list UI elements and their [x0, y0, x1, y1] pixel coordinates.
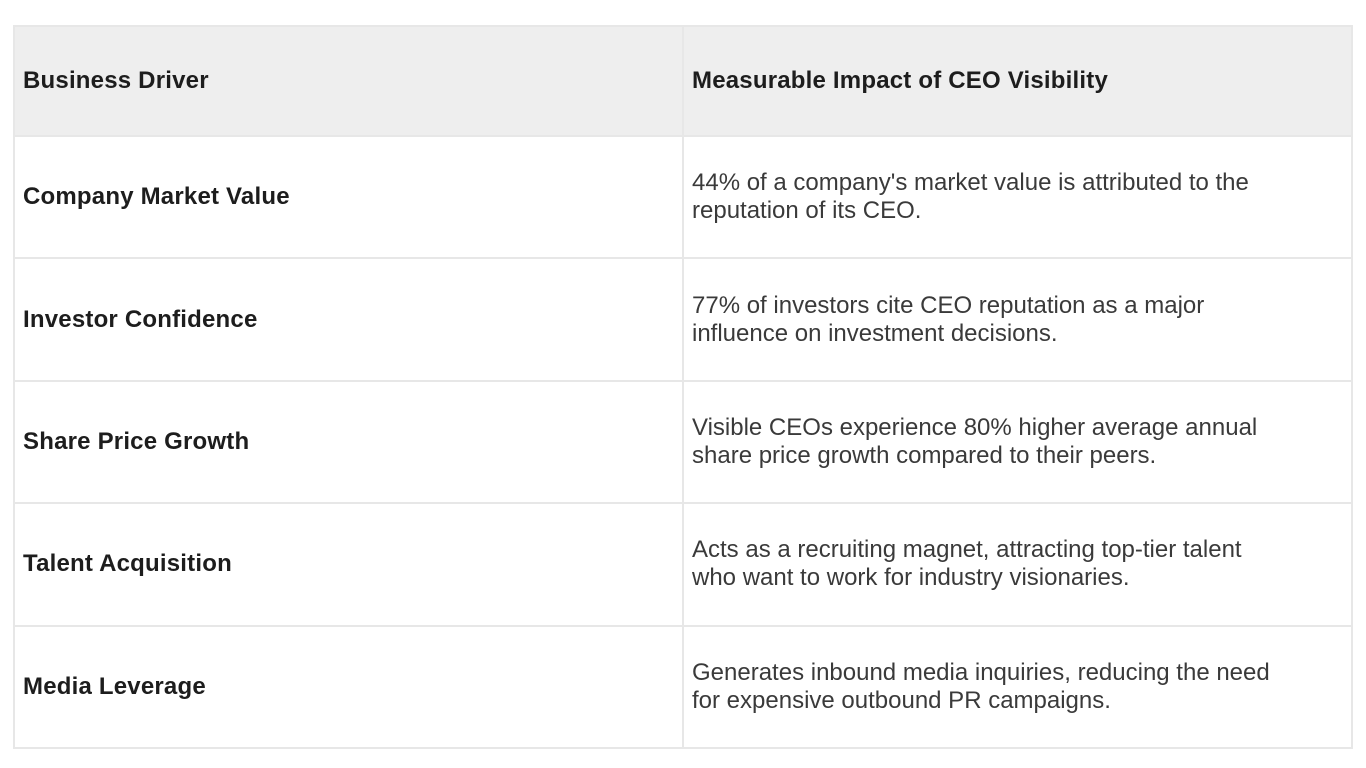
impact-cell: 77% of investors cite CEO reputation as … — [684, 259, 1351, 380]
table-row-company-market-value: Company Market Value 44% of a company's … — [15, 137, 1351, 258]
table-row-investor-confidence: Investor Confidence 77% of investors cit… — [15, 259, 1351, 380]
driver-label: Investor Confidence — [23, 305, 258, 333]
impact-cell: Generates inbound media inquiries, reduc… — [684, 626, 1351, 748]
driver-cell: Talent Acquisition — [15, 504, 682, 625]
header-cell-impact: Measurable Impact of CEO Visibility — [684, 27, 1351, 135]
header-label-impact: Measurable Impact of CEO Visibility — [692, 67, 1109, 94]
table-row-share-price-growth: Share Price Growth Visible CEOs experien… — [15, 381, 1351, 503]
impact-cell: Visible CEOs experience 80% higher avera… — [684, 381, 1351, 503]
impact-cell: 44% of a company's market value is attri… — [684, 137, 1351, 258]
impact-text: Acts as a recruiting magnet, attracting … — [692, 536, 1242, 592]
header-label-business-driver: Business Driver — [23, 67, 209, 94]
driver-cell: Share Price Growth — [15, 381, 682, 503]
driver-label: Share Price Growth — [23, 428, 250, 456]
table-row-media-leverage: Media Leverage Generates inbound media i… — [15, 626, 1351, 748]
impact-text: Visible CEOs experience 80% higher avera… — [692, 414, 1258, 470]
driver-cell: Company Market Value — [15, 137, 682, 258]
driver-label: Media Leverage — [23, 672, 206, 700]
table-row-talent-acquisition: Talent Acquisition Acts as a recruiting … — [15, 504, 1351, 625]
impact-text: Generates inbound media inquiries, reduc… — [692, 658, 1270, 714]
table-header-row: Business Driver Measurable Impact of CEO… — [15, 27, 1351, 135]
driver-cell: Media Leverage — [15, 626, 682, 748]
driver-label: Company Market Value — [23, 183, 290, 211]
impact-cell: Acts as a recruiting magnet, attracting … — [684, 504, 1351, 625]
driver-cell: Investor Confidence — [15, 259, 682, 380]
ceo-visibility-table: Business Driver Measurable Impact of CEO… — [13, 25, 1353, 749]
header-cell-business-driver: Business Driver — [15, 27, 682, 135]
driver-label: Talent Acquisition — [23, 550, 232, 578]
impact-text: 44% of a company's market value is attri… — [692, 169, 1249, 225]
impact-text: 77% of investors cite CEO reputation as … — [692, 291, 1205, 347]
